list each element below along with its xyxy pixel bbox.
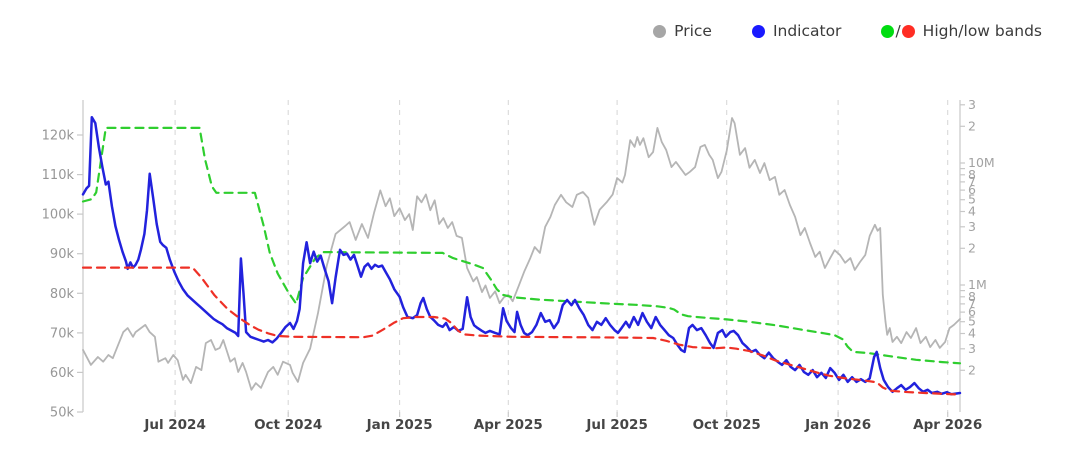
right-tick-label: 6 [968,182,976,197]
right-tick-label: 7 [968,174,976,189]
left-tick-label: 80k [50,287,75,302]
left-tick-label: 90k [50,247,75,262]
right-tick-label: 7 [968,296,976,311]
chart-legend: Price Indicator / High/low bands [653,22,1042,40]
right-tick-label: 2 [968,362,976,377]
left-tick-label: 100k [42,208,75,223]
high-band-dot-icon [881,24,895,38]
right-tick-label: 8 [968,289,976,304]
right-tick-label: 5 [968,314,976,329]
x-tick-label: Jan 2026 [804,417,871,433]
x-tick-label: Oct 2025 [693,417,761,433]
right-tick-label: 8 [968,167,976,182]
right-tick-label: 5 [968,192,976,207]
legend-item-bands[interactable]: / High/low bands [881,22,1042,40]
legend-label-indicator: Indicator [772,22,842,40]
right-tick-label: 4 [968,326,976,341]
x-tick-label: Jul 2024 [143,417,206,433]
indicator-dot-icon [751,24,765,38]
legend-label-bands: High/low bands [922,22,1042,40]
gridlines [174,100,949,412]
left-tick-label: 50k [50,406,75,421]
bands-separator: / [895,22,901,40]
left-tick-label: 70k [50,326,75,341]
low-band-dot-icon [901,24,915,38]
price-line [82,117,961,391]
x-tick-label: Apr 2026 [913,417,982,433]
x-tick-label: Oct 2024 [254,417,322,433]
left-tick-label: 120k [42,129,75,144]
x-tick-label: Jan 2025 [366,417,433,433]
low-band-line [81,266,962,396]
x-tick-label: Jul 2025 [585,417,648,433]
x-tick-label: Apr 2025 [474,417,543,433]
right-tick-label: 2 [968,240,976,255]
right-tick-label: 1M [968,277,987,292]
right-tick-label: 3 [968,97,976,112]
left-tick-label: 110k [42,168,75,183]
left-axis: 50k 60k 70k 80k 90k 100k 110k 120k [42,100,84,421]
price-dot-icon [653,24,667,38]
right-tick-label: 6 [968,304,976,319]
right-tick-label: 2 [968,118,976,133]
right-tick-label: 3 [968,341,976,356]
legend-label-price: Price [674,22,712,40]
left-tick-label: 60k [50,366,75,381]
indicator-line [81,115,962,396]
legend-item-indicator[interactable]: Indicator [751,22,842,40]
right-tick-label: 4 [968,204,976,219]
bands-dots: / [881,22,915,40]
high-band-line [81,126,962,365]
x-axis: Jul 2024 Oct 2024 Jan 2025 Apr 2025 Jul 2025… [143,412,982,433]
right-tick-label: 3 [968,219,976,234]
right-tick-label: 10M [968,155,995,170]
legend-item-price[interactable]: Price [653,22,712,40]
